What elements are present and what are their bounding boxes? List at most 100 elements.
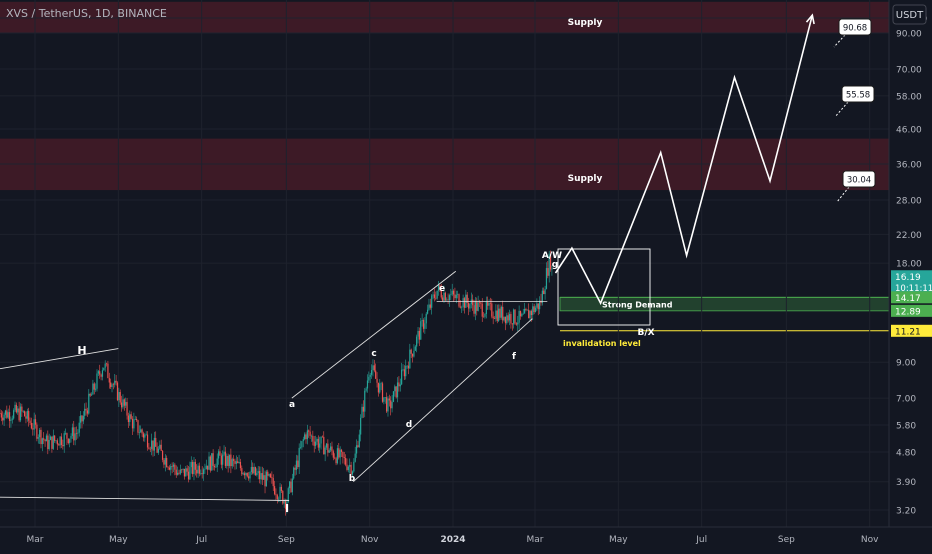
candle-body [198, 465, 201, 474]
candle-body [233, 459, 235, 461]
candle-body [293, 467, 295, 479]
candle-body [308, 430, 310, 432]
candle-body [525, 308, 527, 311]
candle-body [350, 464, 352, 475]
candle-body [153, 437, 155, 451]
price-tick-label: 3.20 [896, 507, 916, 517]
candle-body [151, 440, 153, 449]
candle-body [6, 410, 8, 418]
candle-body [373, 365, 375, 371]
candle-body [349, 464, 351, 467]
candle-body [354, 453, 356, 462]
projection-arrowhead [805, 13, 815, 25]
candle-body [284, 500, 287, 509]
candle-body [230, 454, 232, 467]
candle-body [144, 434, 146, 438]
candle-body [299, 447, 302, 448]
candle-body [420, 321, 422, 340]
candle-body [175, 469, 177, 475]
candle-body [86, 410, 89, 414]
candle-body [301, 441, 303, 448]
candle-body [353, 461, 355, 472]
wave-label: A/W [542, 251, 562, 261]
candle-body [447, 299, 449, 301]
wave-label: f [512, 352, 516, 362]
candle-body [149, 448, 151, 450]
candle-body [2, 417, 4, 421]
candle-body [226, 455, 228, 466]
candle-body [74, 433, 76, 441]
wave-label: d [406, 420, 412, 430]
candle-body [122, 399, 124, 408]
candle-body [97, 371, 99, 374]
candle-body [239, 461, 242, 469]
candle-body [59, 436, 61, 446]
candle-body [305, 434, 307, 440]
candle-body [111, 384, 113, 388]
candle-body [413, 350, 415, 357]
candle-body [448, 295, 451, 301]
candle-body [47, 435, 49, 450]
candle-body [519, 310, 522, 317]
candle-body [536, 303, 538, 308]
price-tick-label: 9.00 [896, 359, 916, 369]
candle-body [13, 410, 15, 419]
candle-body [549, 253, 552, 270]
candle-body [477, 302, 479, 311]
candle-body [234, 460, 236, 464]
invalidation-label: invalidation level [563, 339, 641, 348]
candle-body [28, 411, 30, 421]
price-tick-label: 90.00 [896, 30, 922, 40]
candle-body [376, 378, 378, 383]
candle-body [295, 460, 298, 470]
candle-body [429, 304, 431, 308]
candle-body [327, 443, 329, 453]
candle-body [530, 310, 533, 316]
candle-body [185, 468, 187, 477]
candle-body [52, 435, 54, 449]
candle-body [10, 419, 12, 421]
price-tag [891, 270, 932, 295]
candle-body [112, 384, 114, 386]
candle-body [243, 473, 246, 476]
candle-body [395, 386, 397, 398]
candle-body [30, 423, 33, 429]
candle-body [312, 435, 314, 442]
candle-body [250, 466, 252, 472]
candle-body [21, 406, 23, 412]
candle-body [245, 472, 247, 476]
candle-body [39, 429, 41, 438]
candle-body [508, 314, 511, 321]
wave-label: c [371, 349, 376, 359]
candle-body [392, 391, 395, 402]
target-pointer [833, 34, 846, 48]
candle-body [49, 436, 52, 440]
candle-body [298, 447, 300, 468]
candle-body [55, 440, 57, 442]
candle-body [380, 383, 382, 384]
candle-body [297, 460, 299, 468]
candle-body [263, 475, 265, 480]
currency-button[interactable] [892, 4, 927, 25]
candle-body [54, 435, 56, 441]
candle-body [194, 461, 196, 470]
candle-body [237, 461, 239, 464]
candle-body [425, 313, 427, 324]
candle-body [219, 451, 221, 456]
candle-body [394, 386, 396, 392]
candle-body [174, 464, 176, 470]
candle-body [391, 401, 393, 409]
target-pointer [834, 101, 849, 118]
candle-body [461, 307, 463, 308]
candle-body [107, 363, 109, 379]
candle-body [223, 451, 225, 455]
candle-body [398, 382, 400, 387]
candle-body [416, 336, 418, 347]
candle-body [499, 308, 501, 318]
candle-body [340, 449, 343, 452]
candle-body [249, 471, 251, 479]
wave-label: e [439, 284, 445, 294]
candle-body [331, 446, 333, 452]
